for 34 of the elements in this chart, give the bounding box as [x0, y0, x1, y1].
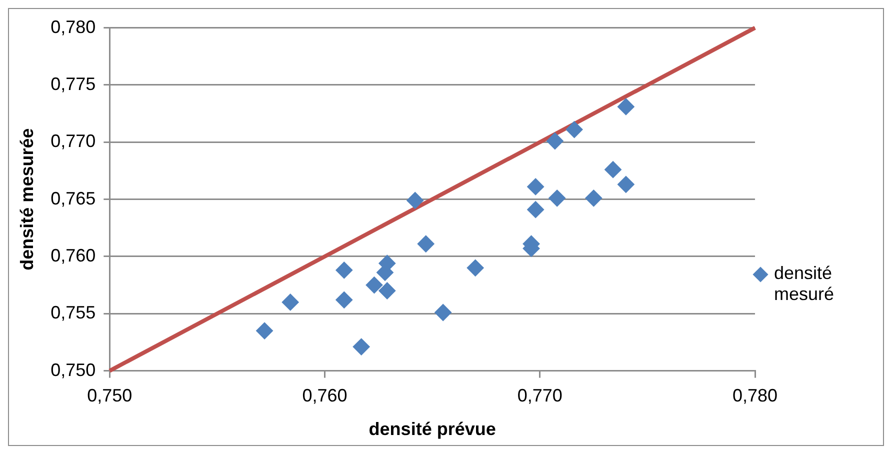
y-tick-label: 0,775	[50, 74, 96, 94]
y-axis-title: densité mesurée	[16, 128, 37, 270]
point	[585, 190, 602, 207]
point	[604, 161, 622, 178]
point	[406, 192, 424, 209]
point	[282, 294, 299, 311]
point	[527, 178, 544, 196]
x-axis-title: densité prévue	[368, 419, 496, 440]
point	[336, 262, 353, 279]
y-tick-label: 0,760	[50, 245, 96, 266]
y-tick-label: 0,765	[50, 188, 96, 208]
point	[434, 304, 452, 321]
point	[336, 291, 353, 308]
point	[617, 176, 634, 193]
point	[378, 282, 396, 300]
y-tick-label: 0,780	[50, 16, 96, 37]
legend-label: densité mesuré	[774, 263, 836, 305]
y-tick-label: 0,755	[50, 302, 96, 323]
point	[256, 322, 274, 340]
point	[466, 259, 484, 276]
point	[566, 121, 583, 138]
point	[546, 132, 564, 150]
point	[352, 338, 370, 356]
point	[366, 276, 383, 294]
x-tick-label: 0,750	[87, 386, 132, 406]
point	[527, 201, 544, 218]
point	[417, 235, 434, 252]
y-tick-label: 0,770	[50, 131, 96, 152]
point	[548, 190, 566, 207]
y-tick-label: 0,750	[50, 360, 96, 380]
x-tick-label: 0,770	[517, 386, 562, 406]
x-tick-label: 0,760	[302, 386, 348, 406]
x-tick-label: 0,780	[732, 386, 778, 406]
point	[617, 98, 634, 116]
